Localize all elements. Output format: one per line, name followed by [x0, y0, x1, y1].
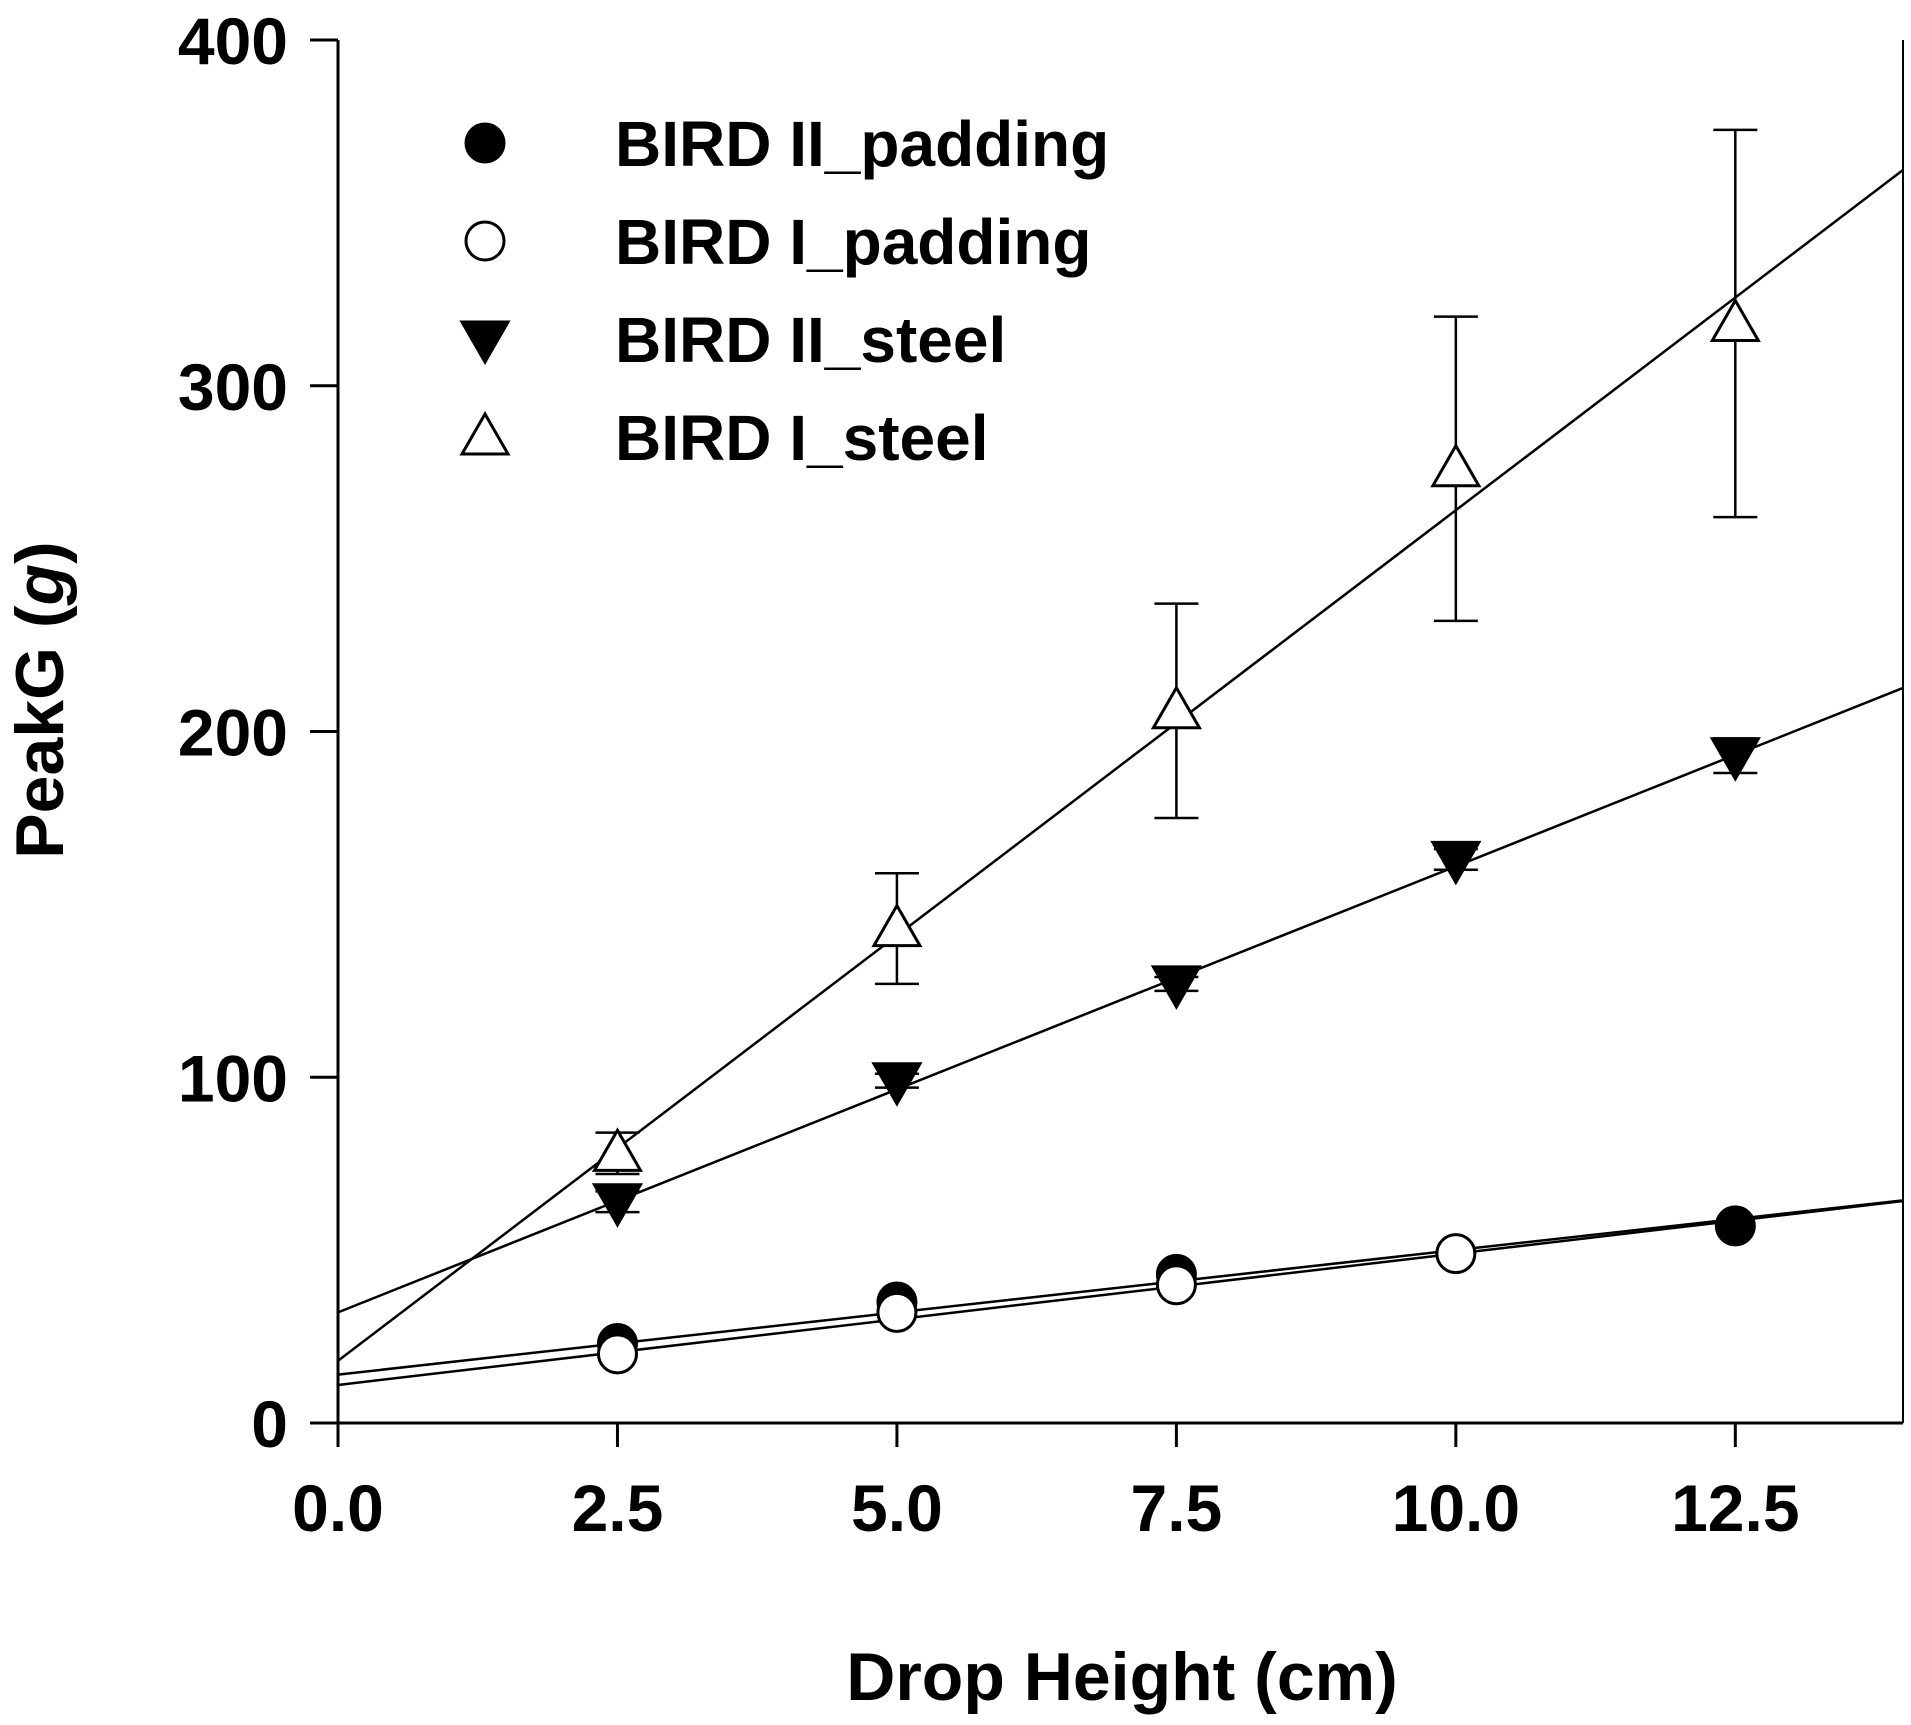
x-axis-ticks: 0.0 2.5 5.0 7.5 10.0 12.5 [292, 1423, 1800, 1545]
point-bird-i-padding [1155, 1264, 1197, 1306]
point-bird-i-steel [1430, 442, 1482, 488]
legend-marker-bird-ii-steel [459, 320, 511, 366]
point-bird-i-steel [591, 1127, 644, 1172]
point-bird-i-padding [596, 1333, 638, 1375]
y-tick-label: 300 [178, 350, 288, 424]
legend-label-bird-ii-padding: BIRD II_padding [615, 108, 1109, 180]
point-bird-ii-steel [1150, 965, 1202, 1010]
y-axis-ticks: 0 100 200 300 400 [178, 4, 338, 1461]
x-tick-label: 2.5 [572, 1471, 664, 1545]
y-tick-label: 200 [178, 696, 288, 770]
legend-marker-bird-i-steel [459, 410, 511, 456]
point-bird-ii-steel [1709, 737, 1761, 782]
y-axis-title: PeakG (g) [2, 541, 78, 858]
x-tick-label: 5.0 [851, 1471, 943, 1545]
fit-line-bird-i-padding [337, 1199, 1904, 1387]
point-bird-ii-padding [1714, 1205, 1756, 1247]
x-tick-label: 0.0 [292, 1471, 384, 1545]
y-tick-label: 100 [178, 1041, 288, 1115]
legend-label-bird-i-padding: BIRD I_padding [615, 206, 1091, 278]
fit-line-bird-ii-steel [337, 686, 1904, 1314]
fit-line-bird-ii-padding [337, 1199, 1904, 1376]
point-bird-i-steel [1709, 297, 1761, 343]
legend-label-bird-ii-steel: BIRD II_steel [615, 304, 1006, 376]
y-axis-title-close: ) [2, 541, 78, 564]
point-bird-i-steel [1150, 684, 1202, 730]
x-tick-label: 12.5 [1671, 1471, 1799, 1545]
y-axis-title-main: PeakG ( [2, 605, 78, 859]
data-markers [591, 297, 1761, 1375]
point-bird-i-steel [871, 902, 923, 948]
x-tick-label: 7.5 [1131, 1471, 1223, 1545]
point-bird-ii-steel [871, 1062, 923, 1107]
x-tick-label: 10.0 [1392, 1471, 1520, 1545]
y-tick-label: 400 [178, 4, 288, 78]
legend: BIRD II_padding BIRD I_padding BIRD II_ste… [459, 108, 1109, 474]
y-tick-label: 0 [251, 1387, 288, 1461]
legend-marker-bird-ii-padding [464, 122, 506, 164]
legend-marker-bird-i-padding [464, 220, 506, 262]
x-axis-title: Drop Height (cm) [846, 1639, 1398, 1715]
error-bars [595, 128, 1758, 1214]
plot-frame [310, 40, 1904, 1447]
point-bird-ii-steel [591, 1183, 644, 1228]
point-bird-i-padding [1435, 1233, 1477, 1275]
fit-line-bird-i-steel [337, 169, 1904, 1362]
y-axis-title-unit: g [2, 564, 78, 607]
legend-label-bird-i-steel: BIRD I_steel [615, 402, 988, 474]
point-bird-i-padding [876, 1291, 918, 1333]
point-bird-ii-steel [1430, 840, 1482, 886]
fit-lines [337, 169, 1904, 1387]
